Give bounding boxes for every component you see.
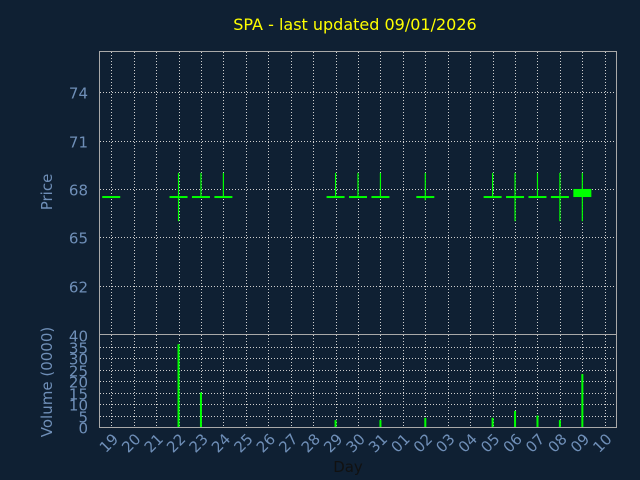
candle-body: [550, 196, 569, 199]
volume-bar: [581, 374, 584, 427]
candle-body: [416, 196, 435, 199]
candle-body: [102, 196, 121, 199]
volume-bar: [491, 417, 494, 427]
price-ticks: 62 65 68 71 74: [69, 85, 88, 297]
volume-bar: [558, 420, 561, 427]
volume-tick-label: 20: [69, 374, 88, 392]
volume-tick-label: 25: [69, 363, 88, 381]
candle-body: [528, 196, 547, 199]
price-tick-label: 68: [69, 182, 88, 200]
chart-title: SPA - last updated 09/01/2026: [233, 15, 476, 34]
candle-body: [573, 188, 592, 198]
candle-body: [326, 196, 345, 199]
volume-tick-label: 10: [69, 397, 88, 415]
day-tick-label: 10: [589, 430, 615, 456]
volume-panel-frame: [99, 334, 617, 428]
volume-axis-label: Volume (0000): [38, 327, 56, 437]
price-axis-label: Price: [38, 174, 56, 211]
price-candles: [102, 172, 592, 222]
volume-bar: [514, 410, 517, 427]
volume-bars: [177, 344, 584, 427]
volume-bar: [379, 420, 382, 427]
price-tick-label: 74: [69, 85, 88, 103]
volume-bar: [536, 415, 539, 427]
volume-tick-label: 15: [69, 386, 88, 404]
volume-tick-label: 35: [69, 340, 88, 358]
candle-body: [483, 196, 502, 199]
volume-bar: [199, 392, 202, 427]
volume-bar: [334, 420, 337, 427]
candle-body: [214, 196, 233, 199]
candle-body: [349, 196, 367, 199]
price-tick-label: 71: [69, 134, 88, 152]
candle-body: [506, 196, 525, 199]
price-tick-label: 65: [69, 230, 88, 248]
volume-tick-label: 5: [78, 409, 88, 427]
volume-bar: [424, 417, 427, 427]
day-ticks: 1920212223242526272829303101020304050607…: [96, 430, 616, 456]
price-tick-label: 62: [69, 279, 88, 297]
volume-tick-label: 0: [78, 420, 88, 438]
volume-bar: [177, 344, 180, 427]
volume-tick-label: 30: [69, 351, 88, 369]
candle-body: [169, 196, 188, 199]
volume-tick-label: 40: [69, 328, 88, 346]
candle-body: [191, 196, 210, 199]
candle-body: [371, 196, 390, 199]
volume-grid: [100, 335, 616, 427]
day-axis-label: Day: [333, 458, 363, 476]
